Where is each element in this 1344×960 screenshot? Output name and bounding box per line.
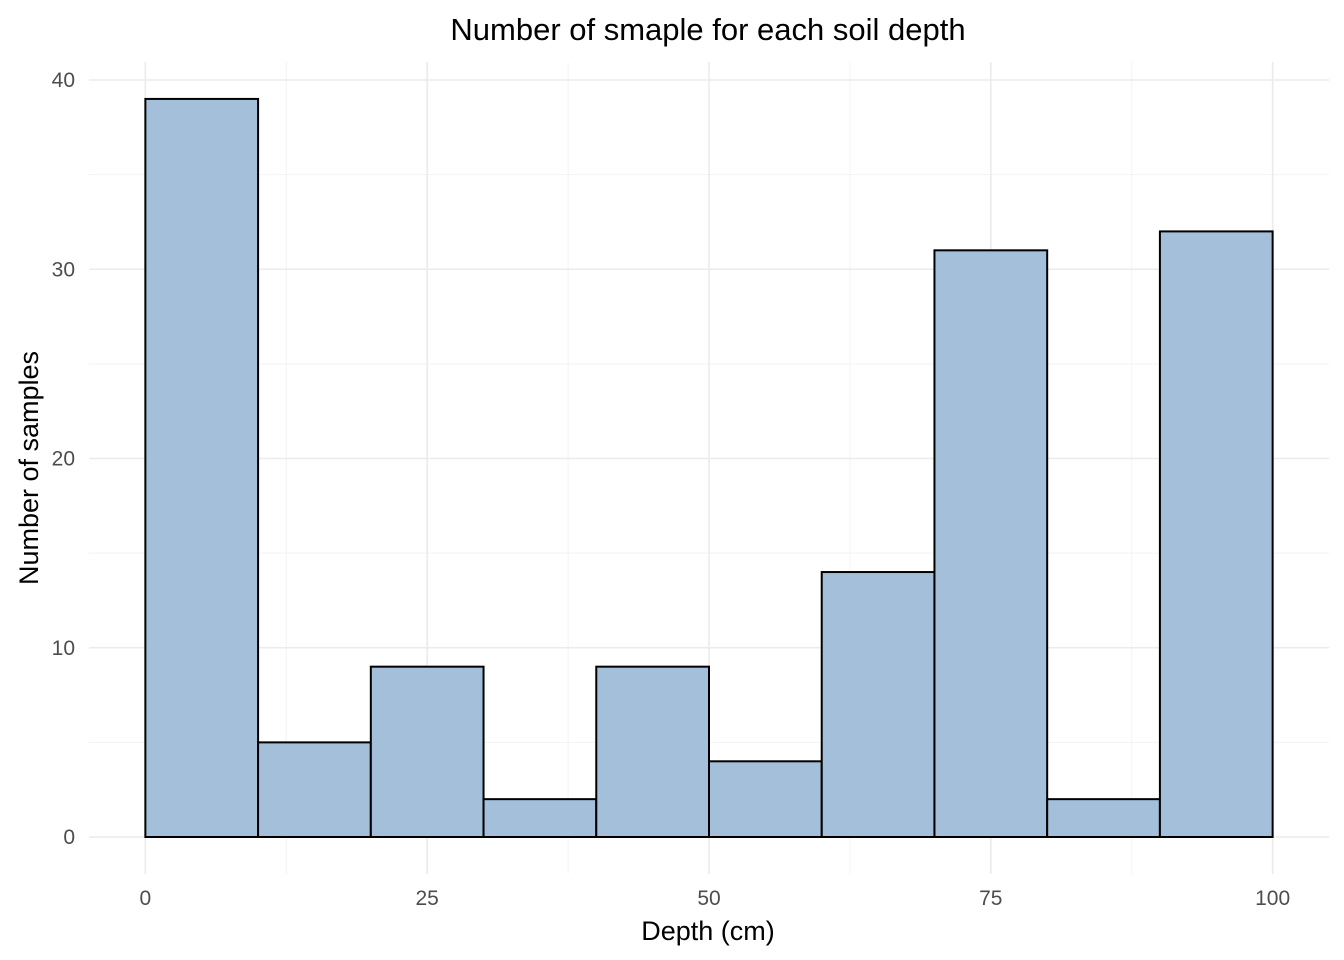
y-axis-tick-labels: 0 10 20 30 40 [52,69,75,849]
histogram-bar [257,741,372,838]
histogram-bars [144,97,1274,839]
histogram-bar [595,665,710,838]
x-tick-label: 50 [697,887,720,910]
histogram-bar [708,760,823,838]
y-tick-label: 10 [52,637,75,660]
histogram-bar [369,665,485,838]
x-tick-label: 100 [1255,887,1290,910]
y-tick-label: 30 [52,258,75,281]
x-axis-tick-labels: 0 25 50 75 100 [140,887,1291,910]
histogram-bar [1158,230,1274,838]
histogram-bar [933,249,1049,838]
x-tick-label: 25 [416,887,439,910]
y-axis-title: Number of samples [14,351,44,585]
y-tick-label: 0 [63,826,75,849]
histogram-bar [482,798,598,839]
chart-title: Number of smaple for each soil depth [450,12,965,47]
x-axis-title: Depth (cm) [641,916,775,946]
x-tick-label: 0 [140,887,152,910]
x-tick-label: 75 [979,887,1002,910]
histogram-bar [1046,798,1161,839]
y-tick-label: 40 [52,69,75,92]
y-tick-label: 20 [52,448,75,471]
histogram-bar [144,97,260,839]
histogram-bar [820,571,936,838]
